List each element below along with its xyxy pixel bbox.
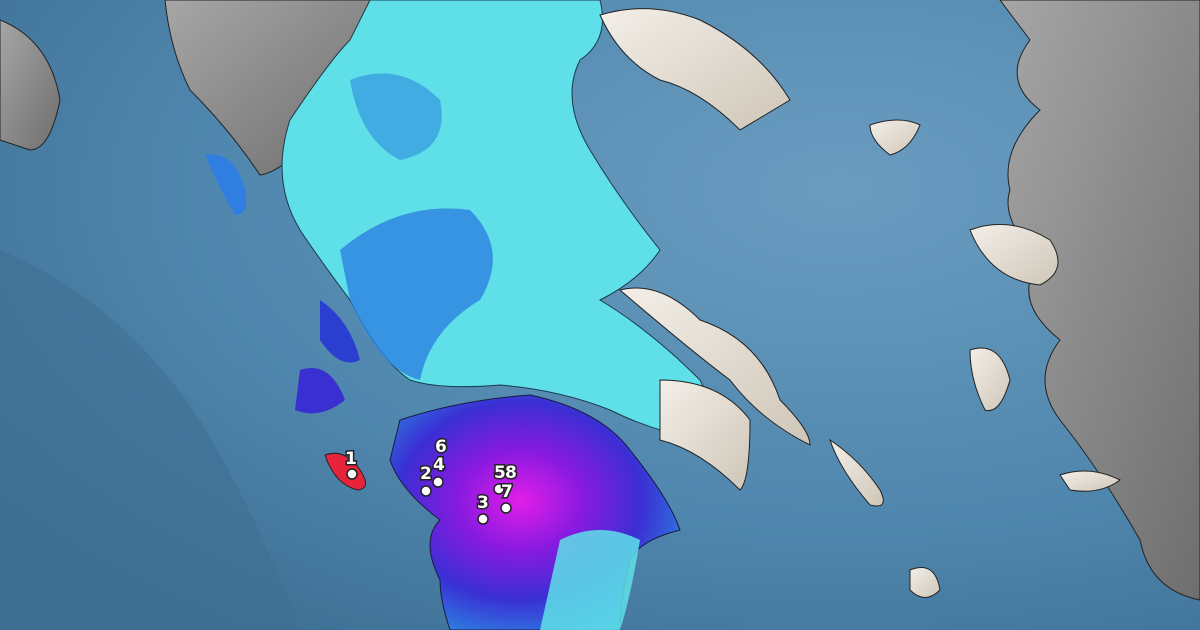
station-3-label: 3 — [477, 493, 489, 513]
station-markers: 1 2 3 4 5 6 7 8 — [344, 436, 519, 525]
lesvos — [969, 223, 1059, 286]
chalkidiki — [599, 8, 791, 131]
samos — [1059, 470, 1121, 492]
lemnos — [869, 119, 921, 156]
station-1-label: 1 — [345, 449, 357, 469]
station-7[interactable]: 7 — [500, 481, 514, 514]
station-8[interactable]: 8 — [504, 462, 519, 485]
station-1[interactable]: 1 — [344, 448, 358, 480]
evia — [618, 287, 811, 446]
attica — [659, 379, 751, 491]
station-4-label: 4 — [433, 455, 445, 475]
precip-blob-west — [340, 208, 493, 380]
station-5-label: 5 — [494, 463, 506, 483]
station-5[interactable]: 5 — [493, 462, 507, 495]
kefalonia — [295, 368, 345, 414]
station-8-label: 8 — [505, 463, 517, 483]
station-2[interactable]: 2 — [419, 463, 433, 497]
deep-sea — [0, 250, 300, 630]
precip-blob-epirus — [350, 73, 442, 160]
station-2-label: 2 — [420, 464, 432, 484]
corfu — [205, 154, 247, 215]
station-4[interactable]: 4 — [432, 454, 447, 488]
turkey-coast — [999, 0, 1200, 601]
andros — [829, 438, 884, 507]
station-7-label: 7 — [501, 482, 513, 502]
precip-blob-laconia — [540, 530, 640, 630]
chios — [969, 347, 1011, 412]
zakynthos — [324, 452, 366, 491]
lefkada — [320, 300, 360, 363]
station-3[interactable]: 3 — [476, 492, 490, 525]
station-6[interactable]: 6 — [434, 436, 449, 459]
station-6-label: 6 — [435, 437, 447, 457]
naxos — [909, 567, 941, 598]
italy-heel — [0, 19, 61, 151]
